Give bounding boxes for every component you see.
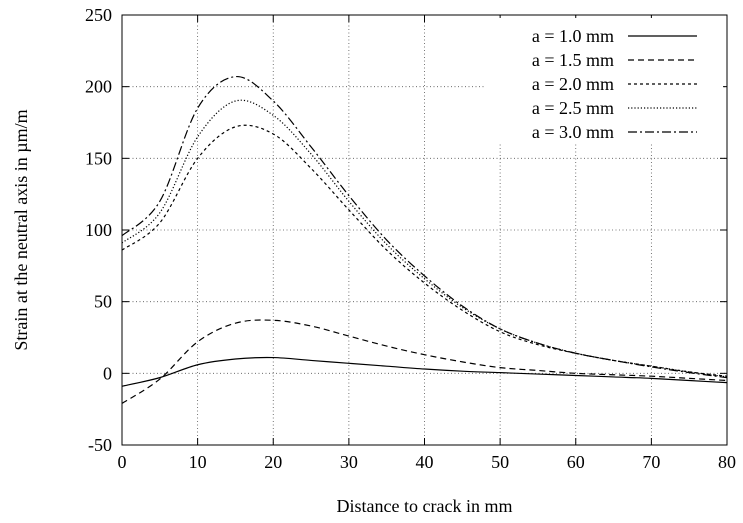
legend-label: a = 3.0 mm bbox=[532, 122, 614, 142]
y-tick-label: 50 bbox=[94, 292, 112, 312]
axis-ticks: -50 0 50 100 150 200 250 0 10 20 30 40 50 60 70 80 bbox=[85, 5, 736, 472]
legend-label: a = 2.0 mm bbox=[532, 74, 614, 94]
series-lines bbox=[121, 76, 728, 404]
y-tick-label: 150 bbox=[85, 148, 112, 168]
y-tick-label: 200 bbox=[85, 77, 112, 97]
x-tick-label: 30 bbox=[340, 452, 358, 472]
x-tick-label: 50 bbox=[491, 452, 509, 472]
series-line-2 bbox=[121, 319, 728, 404]
y-axis-label: Strain at the neutral axis in µm/m bbox=[11, 109, 31, 350]
legend-background bbox=[485, 18, 723, 144]
legend-label: a = 1.5 mm bbox=[532, 50, 614, 70]
x-tick-label: 60 bbox=[567, 452, 585, 472]
x-tick-label: 70 bbox=[642, 452, 660, 472]
x-tick-label: 40 bbox=[416, 452, 434, 472]
y-tick-label: 100 bbox=[85, 220, 112, 240]
legend-label: a = 1.0 mm bbox=[532, 26, 614, 46]
x-tick-label: 80 bbox=[718, 452, 736, 472]
series-line-4 bbox=[121, 99, 728, 378]
legend-label: a = 2.5 mm bbox=[532, 98, 614, 118]
x-tick-label: 10 bbox=[189, 452, 207, 472]
x-axis-label: Distance to crack in mm bbox=[337, 496, 513, 516]
y-tick-label: 0 bbox=[103, 363, 112, 383]
x-tick-label: 20 bbox=[264, 452, 282, 472]
y-tick-label: -50 bbox=[88, 435, 112, 455]
y-tick-label: 250 bbox=[85, 5, 112, 25]
series-line-5 bbox=[121, 76, 728, 379]
series-line-1 bbox=[121, 356, 728, 387]
x-tick-label: 0 bbox=[118, 452, 127, 472]
legend: a = 1.0 mm a = 1.5 mm a = 2.0 mm a = 2.5 mm… bbox=[485, 18, 723, 144]
